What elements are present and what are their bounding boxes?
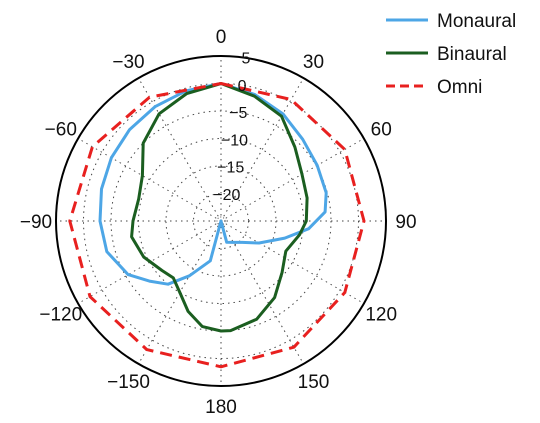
frame-layer: [55, 55, 387, 387]
angle-tick-label: 180: [205, 397, 237, 418]
angular-grid-spoke: [138, 77, 222, 222]
angular-grid-spoke: [220, 220, 365, 304]
angle-tick-label: 30: [303, 52, 324, 73]
angle-tick-label: 150: [298, 372, 330, 393]
angle-tick-label: −90: [20, 212, 52, 233]
angle-tick-label: −120: [39, 305, 82, 326]
angular-grid-spoke: [77, 138, 222, 222]
legend-label-monaural: Monaural: [437, 11, 516, 32]
angle-tick-label: 120: [365, 305, 397, 326]
angle-tick-label: −30: [112, 52, 144, 73]
series-layer: [68, 82, 366, 369]
legend-label-binaural: Binaural: [437, 44, 507, 65]
angle-tick-label: −150: [107, 372, 150, 393]
series-line-binaural: [130, 82, 309, 333]
radial-tick-label: 5: [242, 51, 251, 68]
radial-tick-label: 0: [238, 78, 247, 95]
angle-tick-label: 60: [371, 120, 392, 141]
radial-tick-label: −20: [213, 187, 240, 204]
angle-tick-label: 0: [216, 27, 227, 48]
polar-frame: [55, 55, 387, 387]
angle-tick-label: 90: [395, 212, 416, 233]
angular-grid-spoke: [220, 138, 365, 222]
radial-tick-label: −10: [221, 132, 248, 149]
series-line-omni: [68, 82, 366, 369]
radial-tick-label: −5: [229, 105, 247, 122]
legend-label-omni: Omni: [437, 77, 482, 98]
angle-tick-label: −60: [45, 120, 77, 141]
series-line-monaural: [98, 82, 328, 286]
angular-grid-spoke: [220, 77, 304, 222]
radial-tick-label: −15: [217, 160, 244, 177]
angular-grid-spoke: [220, 220, 304, 365]
legend: Monaural Binaural Omni: [386, 11, 516, 98]
